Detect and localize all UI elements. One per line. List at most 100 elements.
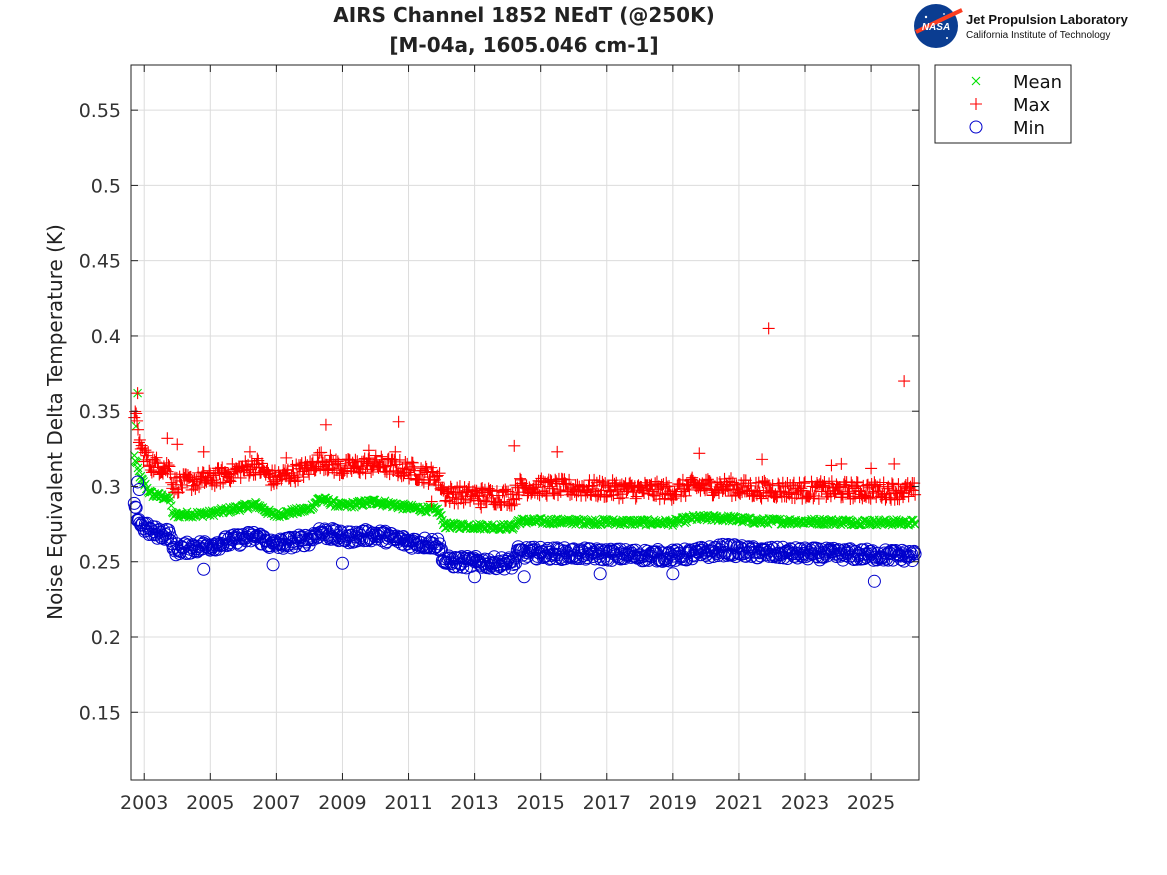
series-max-point bbox=[793, 476, 806, 489]
series-max-point bbox=[430, 470, 443, 483]
series-max-point bbox=[655, 478, 668, 491]
series-max-point bbox=[379, 460, 392, 473]
series-mean-point bbox=[133, 463, 143, 473]
series-max-outlier bbox=[392, 415, 405, 428]
series-max-point bbox=[870, 491, 883, 504]
y-axis-label: Noise Equivalent Delta Temperature (K) bbox=[43, 224, 67, 620]
series-min-point bbox=[273, 532, 287, 546]
series-max-point bbox=[133, 433, 146, 446]
x-tick-label: 2013 bbox=[450, 792, 498, 814]
series-max-point bbox=[550, 475, 563, 488]
series-min-point bbox=[507, 557, 521, 571]
series-max-point bbox=[509, 479, 522, 492]
series-max-point bbox=[369, 449, 382, 462]
series-max-point bbox=[439, 495, 452, 508]
series-mean-point bbox=[129, 451, 139, 460]
series-max-point bbox=[700, 482, 713, 495]
series-min-outlier bbox=[666, 567, 680, 581]
legend-min-marker bbox=[969, 120, 983, 134]
chart-title-line1: AIRS Channel 1852 NEdT (@250K) bbox=[333, 3, 714, 27]
series-max-point bbox=[703, 475, 716, 488]
axes-frame bbox=[130, 64, 920, 781]
series-max-point bbox=[142, 446, 155, 459]
x-tick-label: 2015 bbox=[517, 792, 565, 814]
series-mean-point bbox=[165, 495, 175, 505]
series-max-point bbox=[528, 486, 541, 499]
series-max-point bbox=[315, 446, 328, 459]
series-max-outlier bbox=[762, 322, 775, 335]
series-max-point bbox=[620, 485, 633, 498]
series-max-point bbox=[131, 414, 144, 427]
series-max-point bbox=[529, 481, 542, 494]
legend-mean-marker bbox=[971, 76, 981, 86]
series-max-point bbox=[433, 467, 446, 480]
series-min-point bbox=[650, 554, 664, 568]
x-tick-label: 2017 bbox=[583, 792, 631, 814]
y-tick-label: 0.55 bbox=[79, 100, 121, 122]
series-max-points bbox=[128, 322, 922, 514]
series-max-point bbox=[818, 476, 831, 489]
series-max-outlier bbox=[280, 451, 293, 464]
series-max-point bbox=[279, 464, 292, 477]
series-min-outlier bbox=[131, 475, 145, 489]
series-max-point bbox=[816, 479, 829, 492]
series-max-point bbox=[630, 490, 643, 503]
series-max-point bbox=[240, 460, 253, 473]
series-max-point bbox=[623, 477, 636, 490]
series-min-point bbox=[744, 549, 758, 563]
y-tick-label: 0.45 bbox=[79, 251, 121, 273]
series-max-point bbox=[662, 487, 675, 500]
series-min-point bbox=[563, 550, 577, 564]
series-min-point bbox=[903, 545, 917, 559]
series-max-point bbox=[860, 490, 873, 503]
jpl-institution: California Institute of Technology bbox=[966, 30, 1110, 41]
series-min-points bbox=[127, 475, 922, 588]
series-max-point bbox=[457, 496, 470, 509]
series-mean-point bbox=[910, 520, 920, 529]
series-max-point bbox=[349, 453, 362, 466]
series-max-point bbox=[176, 481, 189, 494]
series-min-point bbox=[761, 541, 775, 555]
series-mean-point bbox=[846, 520, 856, 530]
series-max-point bbox=[389, 455, 402, 468]
series-mean-points bbox=[129, 388, 920, 534]
series-min-outlier bbox=[335, 556, 349, 570]
x-tick-label: 2019 bbox=[649, 792, 697, 814]
x-tick-label: 2011 bbox=[384, 792, 432, 814]
series-min-point bbox=[894, 552, 908, 566]
series-max-point bbox=[497, 484, 510, 497]
series-max-outlier bbox=[825, 459, 838, 472]
series-max-point bbox=[203, 464, 216, 477]
x-tick-label: 2023 bbox=[781, 792, 829, 814]
series-min-point bbox=[680, 553, 694, 567]
series-max-point bbox=[892, 478, 905, 491]
x-tick-label: 2003 bbox=[120, 792, 168, 814]
series-max-point bbox=[470, 484, 483, 497]
series-min-point bbox=[719, 538, 733, 552]
series-max-point bbox=[812, 492, 825, 505]
jpl-name: Jet Propulsion Laboratory bbox=[966, 12, 1129, 27]
series-max-point bbox=[751, 484, 764, 497]
series-max-point bbox=[707, 489, 720, 502]
series-max-outlier bbox=[131, 387, 144, 400]
series-max-point bbox=[686, 471, 699, 484]
series-max-point bbox=[393, 453, 406, 466]
series-min-outlier bbox=[593, 567, 607, 581]
series-max-point bbox=[331, 455, 344, 468]
series-min-point bbox=[860, 542, 874, 556]
series-min-point bbox=[648, 545, 662, 559]
series-max-point bbox=[413, 473, 426, 486]
series-max-point bbox=[798, 477, 811, 490]
series-max-outlier bbox=[898, 375, 911, 388]
series-max-point bbox=[683, 483, 696, 496]
series-max-point bbox=[828, 487, 841, 500]
series-max-point bbox=[885, 477, 898, 490]
series-max-point bbox=[139, 444, 152, 457]
series-min-point bbox=[129, 501, 143, 515]
series-max-point bbox=[243, 469, 256, 482]
series-max-point bbox=[162, 459, 175, 472]
series-max-point bbox=[749, 485, 762, 498]
series-max-point bbox=[587, 482, 600, 495]
series-max-point bbox=[514, 472, 527, 485]
y-tick-label: 0.4 bbox=[91, 326, 121, 348]
